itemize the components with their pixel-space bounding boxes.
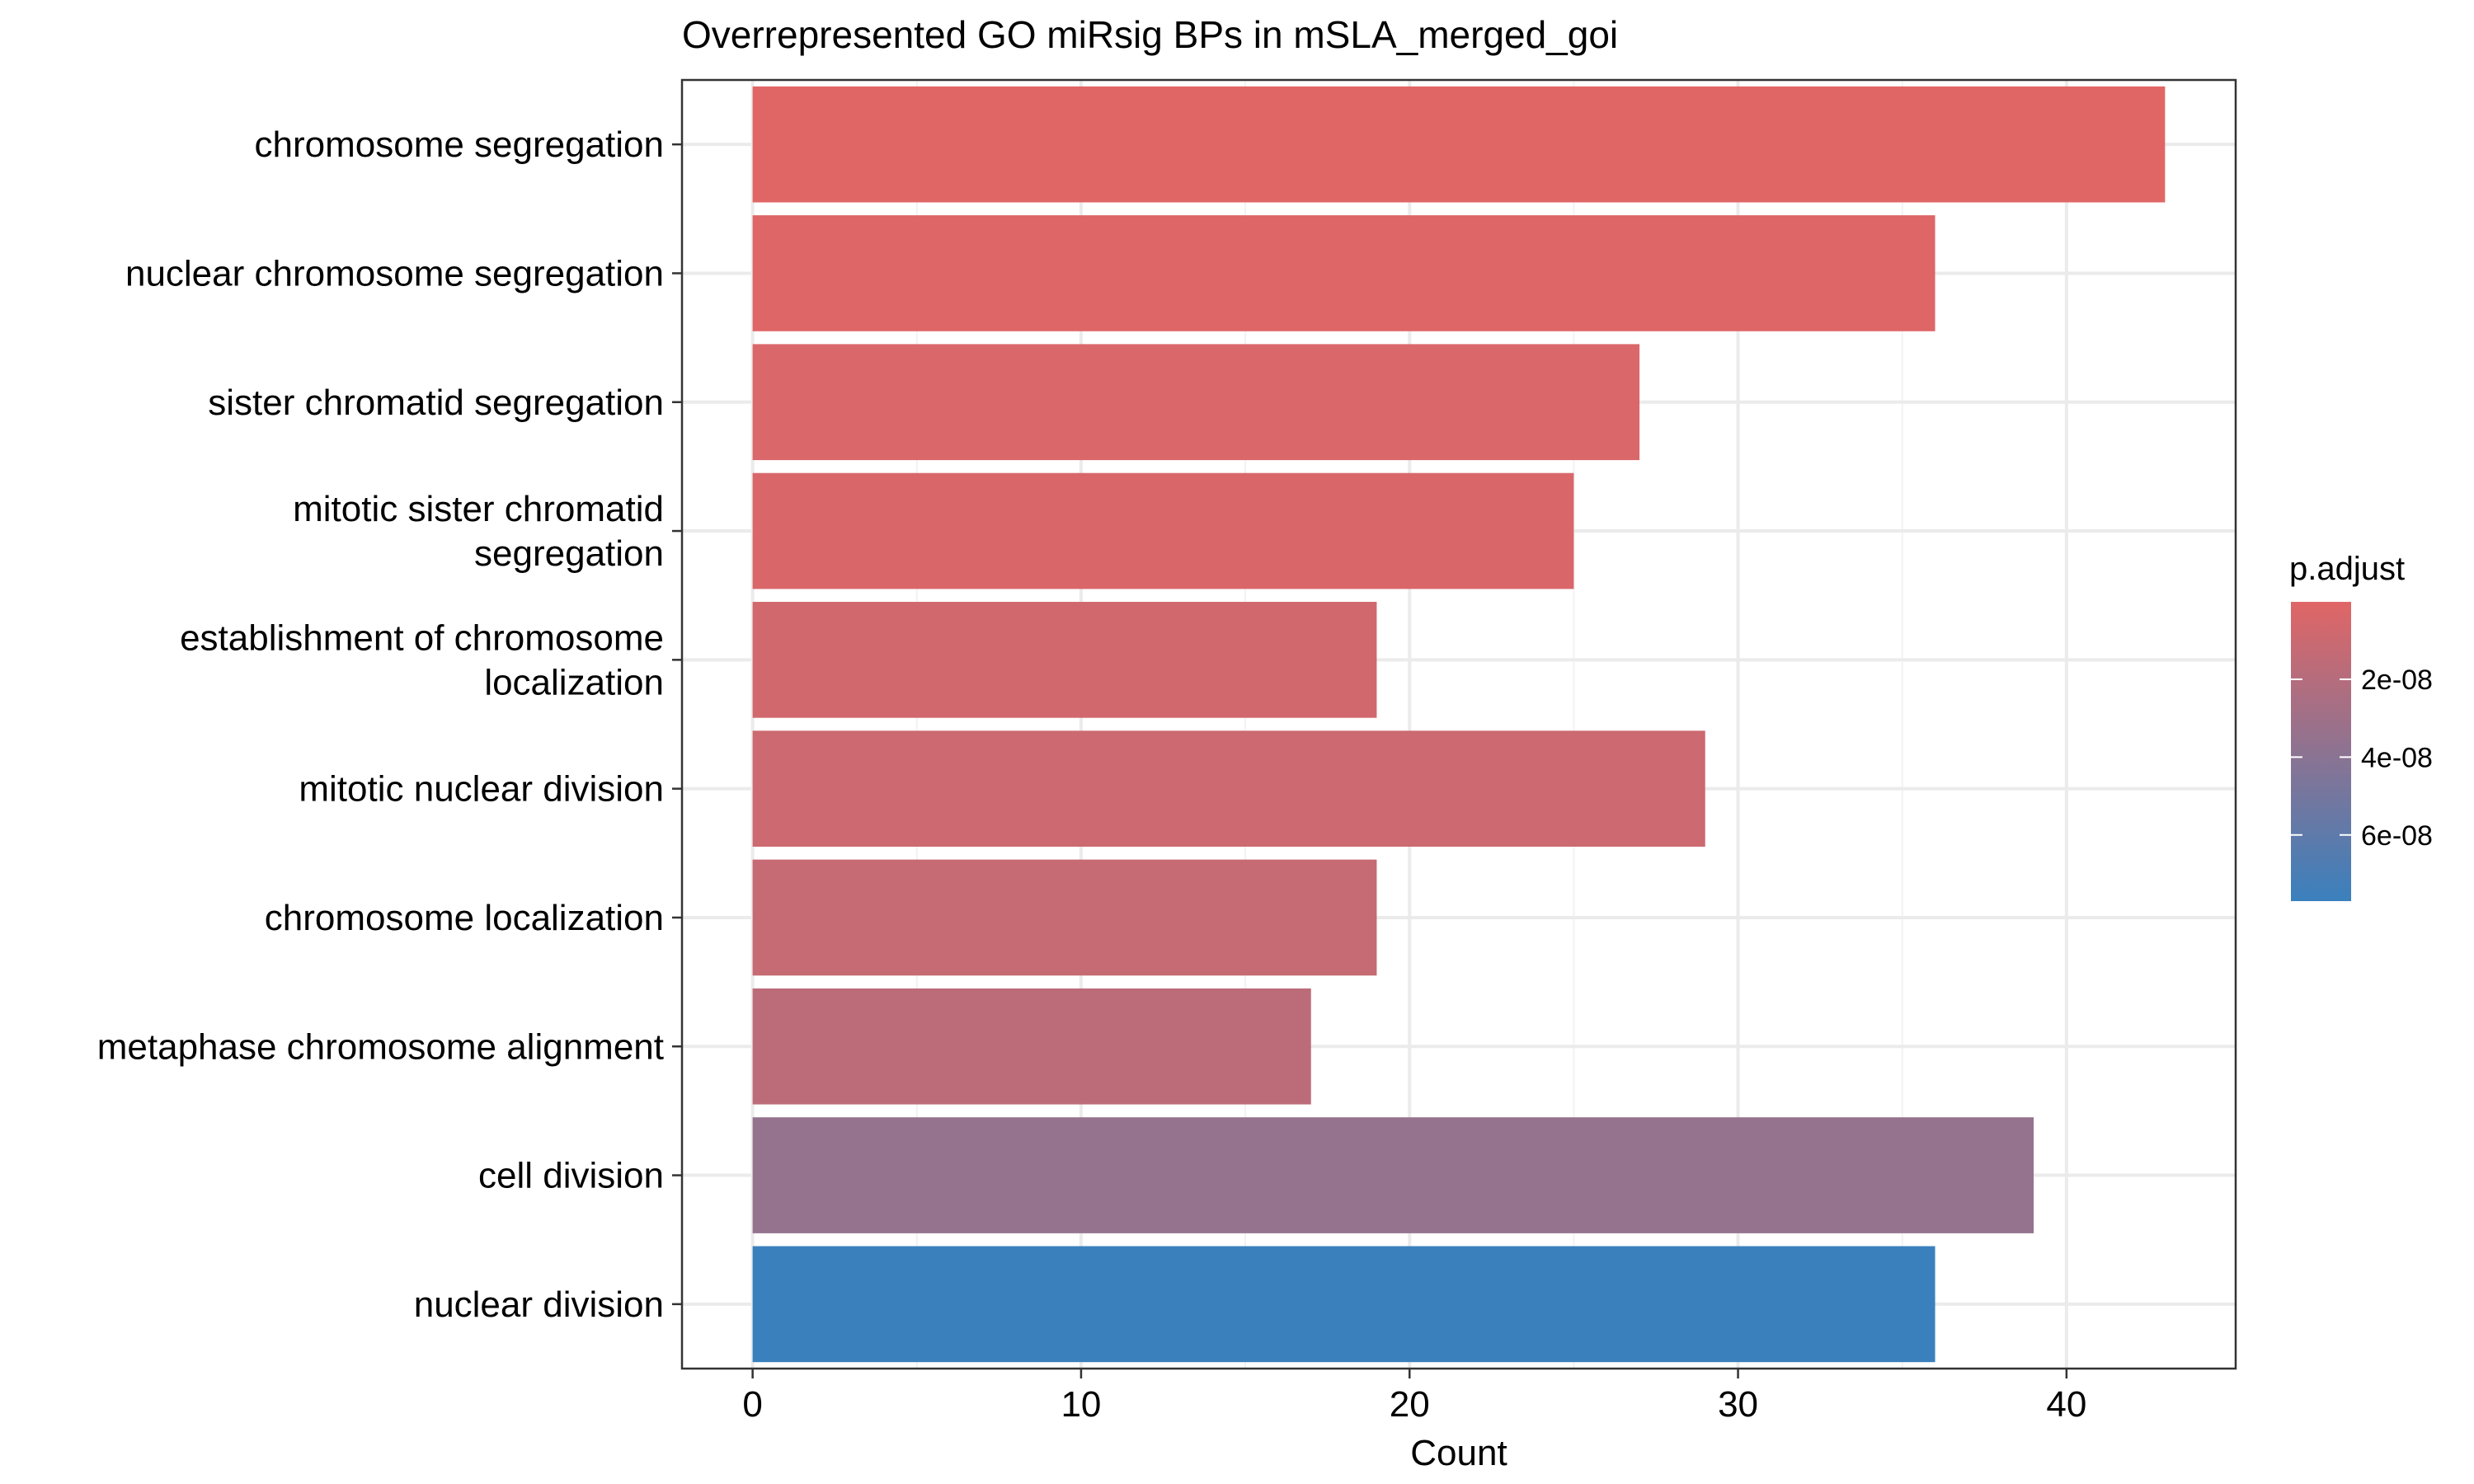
bar [752,215,1935,331]
bar [752,988,1311,1105]
bar [752,602,1377,718]
y-tick-label: chromosome localization [265,898,664,938]
legend-tick-label: 6e-08 [2361,820,2433,852]
bar [752,344,1640,461]
y-tick-label: nuclear division [414,1284,664,1325]
y-tick-label: mitotic nuclear division [299,769,664,810]
y-tick-label: segregation [474,533,664,574]
x-axis-label: Count [1410,1433,1507,1473]
legend-tick-label: 2e-08 [2361,665,2433,696]
bar [752,730,1705,847]
bar [752,1246,1935,1363]
y-tick-label: localization [484,662,664,702]
bar [752,86,2166,203]
y-tick-label: chromosome segregation [255,124,664,165]
bar [752,1117,2034,1233]
y-tick-label: nuclear chromosome segregation [125,253,664,294]
x-tick-label: 40 [2046,1384,2086,1425]
y-tick-label: sister chromatid segregation [208,383,664,423]
y-tick-label: mitotic sister chromatid [293,489,664,529]
chart-title: Overrepresented GO miRsig BPs in mSLA_me… [682,13,1618,56]
y-axis-ticks: chromosome segregation nuclear chromosome… [97,124,682,1325]
legend-tick-label: 4e-08 [2361,742,2433,773]
y-tick-label: cell division [478,1156,664,1196]
x-tick-label: 10 [1061,1384,1101,1425]
legend: p.adjust 2e-08 4e-08 6e-08 [2289,551,2433,901]
panel-border [680,78,2237,1370]
x-tick-label: 20 [1390,1384,1430,1425]
bars [752,86,2166,1363]
y-tick-label: establishment of chromosome [180,618,664,658]
x-tick-label: 0 [742,1384,762,1425]
x-tick-label: 30 [1718,1384,1758,1425]
bar [752,472,1574,589]
x-axis-ticks: 0 10 20 30 40 [742,1369,2086,1425]
bar [752,859,1377,976]
legend-title: p.adjust [2289,551,2405,587]
legend-colorbar [2291,602,2351,901]
y-tick-label: metaphase chromosome alignment [97,1026,664,1067]
